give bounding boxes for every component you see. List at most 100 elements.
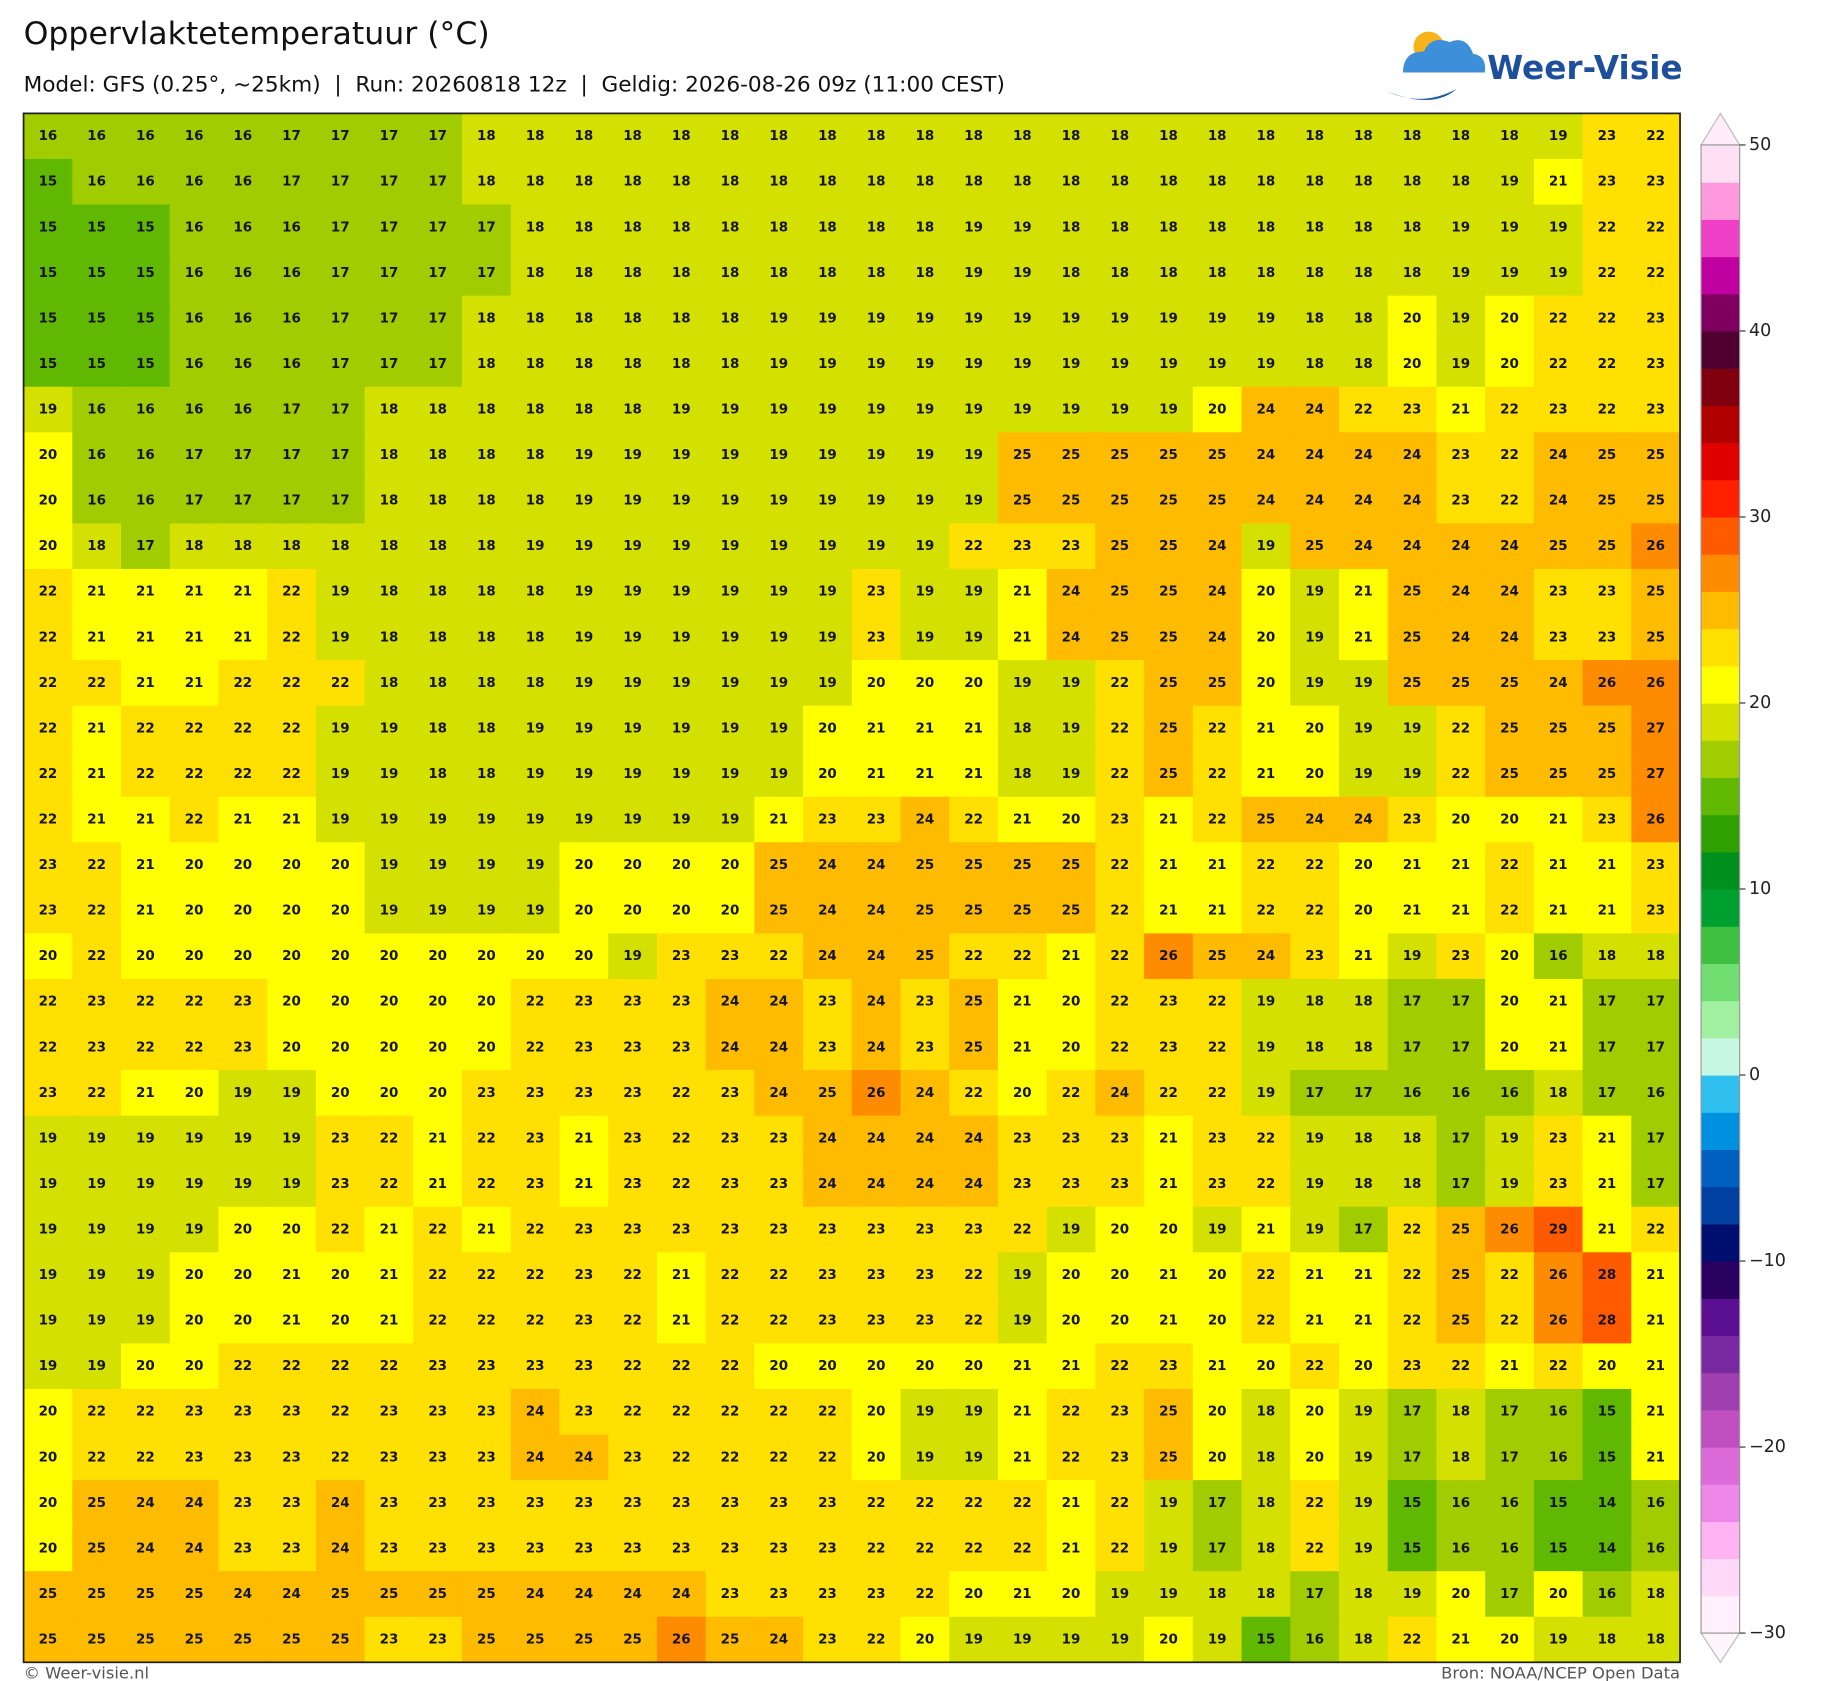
temperature-value: 23: [721, 949, 740, 964]
temperature-value: 21: [964, 721, 983, 736]
temperature-value: 25: [818, 1086, 837, 1101]
temperature-value: 25: [1598, 494, 1617, 509]
temperature-value: 20: [39, 1450, 58, 1465]
temperature-cell: [121, 113, 171, 160]
temperature-value: 19: [964, 1633, 983, 1648]
temperature-cell: [803, 660, 853, 707]
temperature-value: 20: [1208, 1314, 1227, 1329]
temperature-cell: [1387, 1343, 1438, 1390]
temperature-cell: [1290, 1024, 1340, 1071]
temperature-value: 22: [1013, 949, 1032, 964]
temperature-value: 22: [672, 1177, 691, 1192]
temperature-cell: [169, 1571, 220, 1618]
temperature-cell: [997, 568, 1048, 616]
temperature-cell: [1241, 1434, 1291, 1481]
temperature-cell: [1436, 158, 1486, 206]
temperature-cell: [656, 660, 707, 707]
temperature-value: 19: [818, 630, 837, 645]
temperature-cell: [754, 614, 804, 661]
temperature-cell: [510, 386, 561, 433]
temperature-cell: [510, 568, 561, 616]
temperature-cell: [1192, 1434, 1243, 1481]
temperature-value: 18: [867, 129, 886, 144]
temperature-value: 21: [1013, 1359, 1032, 1374]
temperature-cell: [900, 295, 950, 342]
temperature-value: 18: [1598, 1633, 1617, 1648]
temperature-value: 23: [623, 1040, 642, 1055]
temperature-value: 19: [818, 403, 837, 418]
temperature-cell: [1387, 158, 1438, 206]
temperature-value: 17: [1451, 1177, 1470, 1192]
temperature-cell: [462, 796, 512, 843]
temperature-value: 19: [428, 858, 447, 873]
temperature-value: 23: [574, 1496, 593, 1511]
temperature-cell: [1436, 933, 1486, 980]
temperature-value: 23: [769, 1587, 788, 1602]
temperature-cell: [413, 660, 463, 707]
temperature-value: 24: [1354, 539, 1373, 554]
logo-text: Weer-Visie: [1487, 49, 1682, 87]
temperature-value: 19: [916, 494, 935, 509]
temperature-value: 18: [526, 676, 545, 691]
temperature-cell: [72, 113, 122, 160]
temperature-value: 18: [380, 448, 399, 463]
temperature-cell: [1095, 477, 1145, 525]
temperature-value: 22: [1549, 311, 1568, 326]
temperature-value: 25: [1549, 539, 1568, 554]
temperature-cell: [169, 1115, 220, 1162]
temperature-cell: [462, 660, 512, 707]
temperature-cell: [997, 204, 1048, 251]
temperature-cell: [23, 295, 73, 342]
temperature-cell: [1436, 1161, 1486, 1208]
temperature-cell: [803, 705, 853, 752]
temperature-cell: [900, 1343, 950, 1390]
temperature-cell: [900, 1388, 950, 1436]
temperature-cell: [1046, 1252, 1097, 1299]
temperature-cell: [413, 295, 463, 342]
temperature-value: 23: [428, 1450, 447, 1465]
temperature-value: 17: [1451, 995, 1470, 1010]
temperature-value: 17: [380, 220, 399, 235]
temperature-cell: [218, 1388, 268, 1436]
temperature-cell: [1192, 477, 1243, 525]
temperature-cell: [1631, 341, 1681, 388]
temperature-value: 23: [380, 1541, 399, 1556]
temperature-cell: [705, 113, 756, 160]
temperature-value: 22: [136, 1405, 155, 1420]
temperature-cell: [72, 432, 122, 479]
colorbar-swatch: [1701, 405, 1740, 444]
temperature-cell: [121, 796, 171, 843]
temperature-cell: [559, 1161, 609, 1208]
temperature-value: 20: [1451, 1587, 1470, 1602]
temperature-value: 20: [185, 1086, 204, 1101]
temperature-cell: [1436, 1388, 1486, 1436]
temperature-cell: [1095, 1024, 1145, 1071]
temperature-value: 18: [1403, 220, 1422, 235]
temperature-value: 19: [39, 1177, 58, 1192]
temperature-value: 21: [672, 1314, 691, 1329]
temperature-value: 16: [233, 266, 252, 281]
temperature-value: 19: [526, 858, 545, 873]
temperature-cell: [1290, 341, 1340, 388]
temperature-cell: [23, 978, 73, 1026]
temperature-value: 20: [1500, 995, 1519, 1010]
temperature-cell: [1095, 1070, 1145, 1117]
temperature-value: 18: [526, 403, 545, 418]
temperature-value: 15: [1598, 1450, 1617, 1465]
temperature-cell: [364, 660, 415, 707]
temperature-cell: [1192, 796, 1243, 843]
temperature-cell: [121, 295, 171, 342]
temperature-cell: [1144, 568, 1194, 616]
temperature-cell: [949, 933, 999, 980]
temperature-value: 19: [574, 721, 593, 736]
colorbar-swatch: [1701, 963, 1740, 1002]
temperature-cell: [705, 1616, 756, 1663]
temperature-cell: [462, 1571, 512, 1618]
colorbar-tick-label: 50: [1749, 135, 1771, 155]
temperature-value: 18: [867, 220, 886, 235]
temperature-value: 25: [964, 858, 983, 873]
temperature-cell: [1095, 568, 1145, 616]
temperature-cell: [267, 432, 317, 479]
temperature-value: 17: [380, 175, 399, 190]
temperature-value: 20: [574, 949, 593, 964]
